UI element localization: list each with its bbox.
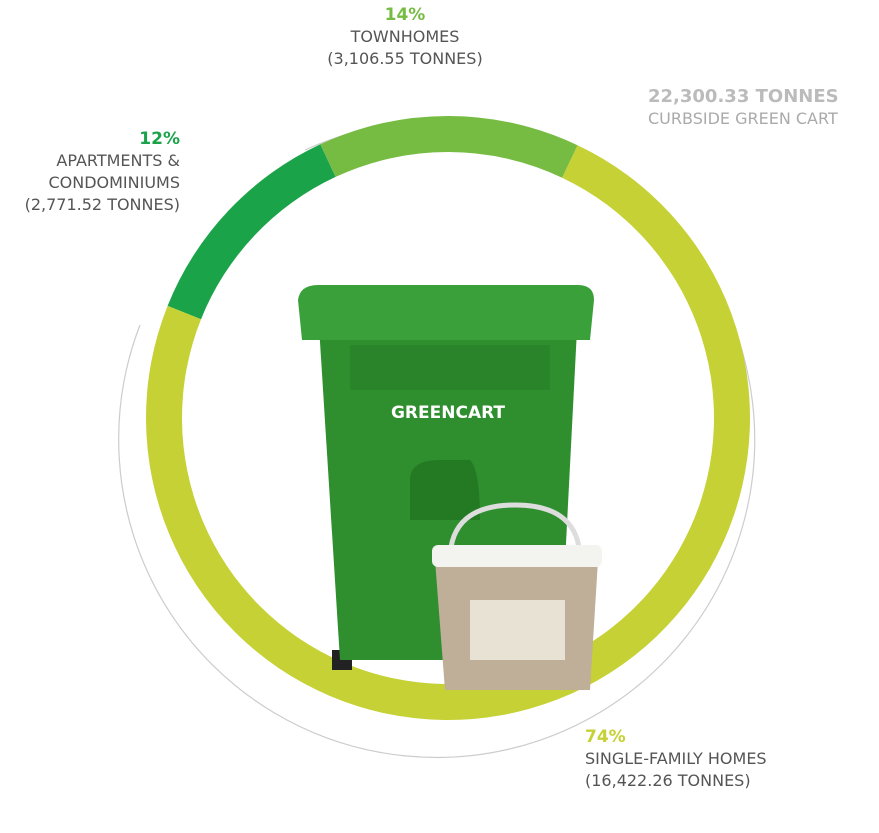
category-label: SINGLE-FAMILY HOMES [585,748,845,770]
tonnes-label: (16,422.26 TONNES) [585,770,845,792]
total-caption: CURBSIDE GREEN CART [648,109,838,128]
donut-segment [320,116,577,178]
segment-label: 74%SINGLE-FAMILY HOMES(16,422.26 TONNES) [585,726,845,792]
value-label: 74% [585,726,845,748]
total-label: 22,300.33 TONNES [648,86,839,107]
category-label: APARTMENTS & CONDOMINIUMS [0,150,180,194]
value-label: 12% [0,128,180,150]
svg-text:GREENCART: GREENCART [391,403,505,423]
category-label: TOWNHOMES [305,26,505,48]
value-label: 14% [305,4,505,26]
tonnes-label: (2,771.52 TONNES) [0,194,180,216]
infographic: GREENCART 22,300.33 TONNES CURBSIDE GREE… [0,0,879,833]
cart-illustration: GREENCART [298,285,602,690]
tonnes-label: (3,106.55 TONNES) [305,48,505,70]
segment-label: 14%TOWNHOMES(3,106.55 TONNES) [305,4,505,70]
segment-label: 12%APARTMENTS & CONDOMINIUMS(2,771.52 TO… [0,128,180,216]
total: 22,300.33 TONNES CURBSIDE GREEN CART [648,86,839,130]
